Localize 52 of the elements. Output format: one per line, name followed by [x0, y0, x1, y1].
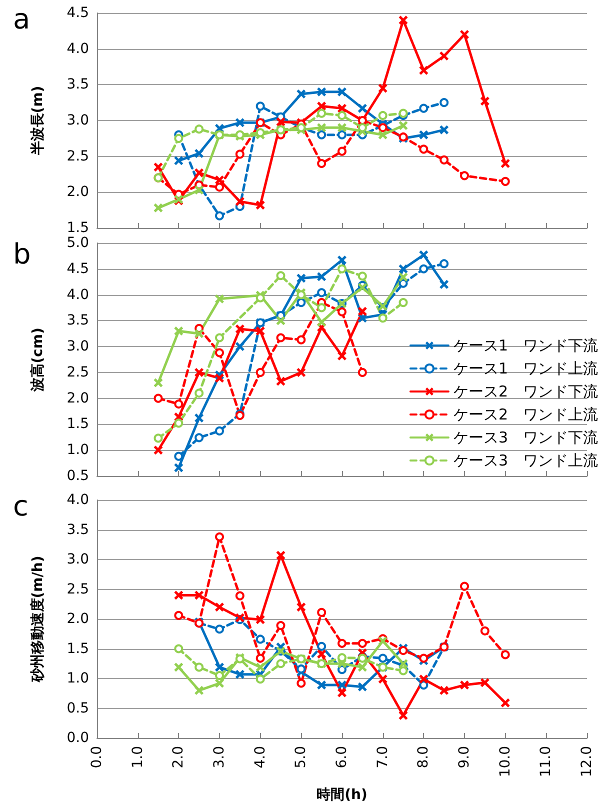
- legend-label: ケース1 ワンド上流: [453, 360, 598, 378]
- x-tick-label: 7.0: [374, 746, 391, 768]
- y-tick-label: 3.5: [66, 522, 89, 538]
- chart-title: b: [13, 238, 31, 270]
- y-tick-label: 0.5: [66, 700, 89, 716]
- chart-title: a: [13, 2, 30, 36]
- x-tick-label: 10.0: [497, 746, 514, 778]
- y-tick-label: 4.0: [66, 40, 89, 57]
- y-tick-label: 3.0: [66, 112, 89, 128]
- y-axis-title: 砂州移動速度(m/h): [29, 556, 46, 684]
- legend-label: ケース1 ワンド下流: [453, 336, 598, 354]
- y-tick-label: 2.5: [66, 581, 89, 598]
- x-tick-label: 1.0: [130, 746, 146, 768]
- legend-label: ケース3 ワンド下流: [453, 428, 598, 446]
- y-tick-label: 3.0: [66, 552, 89, 568]
- y-tick-label: 5.0: [66, 235, 89, 251]
- y-tick-label: 0.0: [66, 730, 89, 746]
- x-tick-label: 8.0: [416, 746, 432, 768]
- x-tick-label: 3.0: [212, 746, 228, 768]
- x-tick-label: 5.0: [293, 746, 310, 768]
- x-tick-label: 4.0: [252, 746, 268, 768]
- x-tick-label: 9.0: [456, 746, 472, 768]
- legend-label: ケース2 ワンド上流: [453, 406, 598, 424]
- y-axis-title: 半波長(m): [30, 86, 46, 156]
- y-tick-label: 2.0: [66, 611, 89, 627]
- x-axis-title: 時間(h): [316, 787, 368, 803]
- legend-label: ケース2 ワンド下流: [453, 382, 598, 400]
- x-tick-label: 2.0: [170, 746, 187, 768]
- y-tick-label: 1.0: [66, 442, 89, 458]
- y-tick-label: 2.5: [66, 364, 89, 380]
- y-axis-title: 波高(cm): [29, 328, 46, 392]
- y-tick-label: 3.5: [66, 76, 89, 93]
- y-tick-label: 2.0: [66, 390, 89, 406]
- chart-title: c: [13, 490, 28, 522]
- y-tick-label: 3.5: [66, 312, 89, 329]
- y-tick-label: 1.5: [66, 220, 89, 236]
- y-tick-label: 1.5: [66, 416, 89, 432]
- x-tick-label: 11.0: [538, 746, 554, 778]
- y-tick-label: 4.0: [66, 286, 89, 303]
- x-tick-label: 12.0: [579, 746, 595, 778]
- x-tick-label: 6.0: [334, 746, 350, 768]
- y-tick-label: 4.0: [66, 492, 89, 508]
- y-tick-label: 1.0: [66, 670, 89, 686]
- y-tick-label: 1.5: [66, 640, 89, 657]
- y-tick-label: 2.0: [66, 184, 89, 200]
- x-tick-label: 0.0: [89, 746, 105, 768]
- y-tick-label: 3.0: [66, 338, 89, 355]
- y-tick-label: 4.5: [66, 5, 89, 21]
- y-tick-label: 2.5: [66, 148, 89, 164]
- legend-label: ケース3 ワンド上流: [453, 452, 598, 470]
- y-tick-label: 0.5: [66, 468, 89, 484]
- y-tick-label: 4.5: [66, 260, 89, 277]
